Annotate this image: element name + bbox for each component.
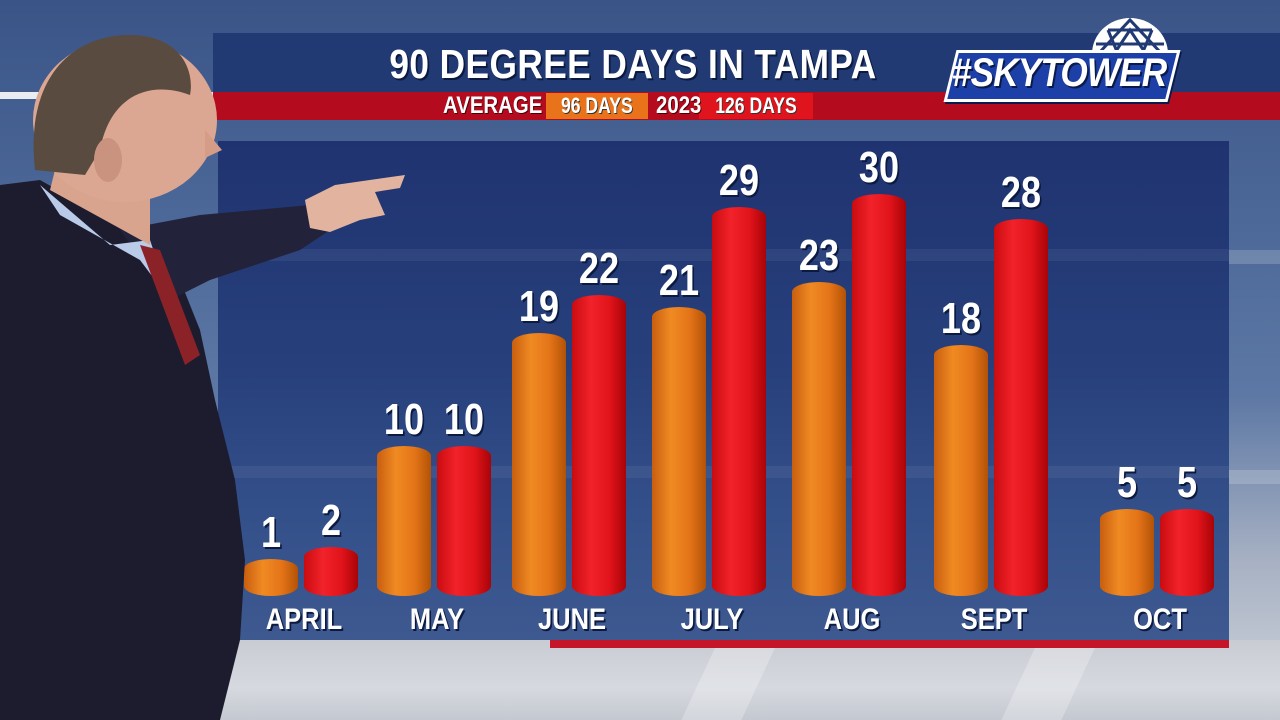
value-label: 30 xyxy=(858,143,900,192)
bar-group-may: 10 10 MAY xyxy=(363,141,503,640)
white-accent-line xyxy=(0,92,213,99)
value-label: 1 xyxy=(260,508,282,558)
bar-group-aug: 23 30 AUG xyxy=(778,141,918,640)
bar-average-june xyxy=(512,332,566,596)
legend-year-swatch: 126 DAYS xyxy=(698,93,813,119)
bar-2023-aug xyxy=(852,194,906,596)
chart-title: 90 DEGREE DAYS IN TAMPA xyxy=(389,41,877,87)
legend-year-label: 2023 xyxy=(655,92,701,119)
bar-2023-june xyxy=(572,294,626,596)
legend: AVERAGE 96 DAYS 2023 126 DAYS xyxy=(443,92,813,120)
value-label: 21 xyxy=(658,256,700,306)
bar-group-sept: 18 28 SEPT xyxy=(920,141,1060,640)
panel-bottom-accent xyxy=(550,640,1229,648)
legend-average-value: 96 DAYS xyxy=(560,93,633,118)
bar-group-june: 19 22 JUNE xyxy=(498,141,638,640)
value-label: 22 xyxy=(578,243,620,293)
subtitle-bar: AVERAGE 96 DAYS 2023 126 DAYS xyxy=(213,92,1280,120)
bar-2023-sept xyxy=(994,219,1048,596)
bar-group-april: 1 2 APRIL xyxy=(230,141,370,640)
value-label: 29 xyxy=(718,155,760,205)
bar-2023-july xyxy=(712,206,766,596)
month-label: AUG xyxy=(823,603,881,636)
legend-average-label: AVERAGE xyxy=(443,92,543,119)
month-label: APRIL xyxy=(265,603,343,636)
bar-2023-oct xyxy=(1160,509,1214,596)
skytower-logo: #SKYTOWER xyxy=(938,14,1181,102)
bar-average-may xyxy=(377,446,431,596)
chart-panel: 1 2 APRIL 10 10 MAY 19 22 JUNE 21 29 JULY 23 30 AUG 18 2… xyxy=(218,141,1229,640)
bar-group-oct: 5 5 OCT xyxy=(1086,141,1226,640)
value-label: 10 xyxy=(383,395,425,444)
value-label: 19 xyxy=(518,281,560,331)
bar-average-april xyxy=(244,559,298,596)
month-label: JULY xyxy=(680,603,744,636)
bar-2023-may xyxy=(437,446,491,596)
bar-average-sept xyxy=(934,345,988,596)
floor-streak xyxy=(681,640,779,720)
value-label: 10 xyxy=(443,395,485,444)
bar-average-july xyxy=(652,307,706,596)
value-label: 18 xyxy=(940,294,982,344)
month-label: JUNE xyxy=(537,603,607,636)
value-label: 5 xyxy=(1116,458,1138,507)
legend-average-swatch: 96 DAYS xyxy=(545,93,648,119)
bar-2023-april xyxy=(304,546,358,596)
value-label: 23 xyxy=(798,231,840,281)
month-label: SEPT xyxy=(960,603,1028,636)
floor-streak xyxy=(1001,640,1099,720)
month-label: MAY xyxy=(409,603,465,636)
bar-chart: 1 2 APRIL 10 10 MAY 19 22 JUNE 21 29 JULY 23 30 AUG 18 2… xyxy=(218,141,1229,640)
bar-average-oct xyxy=(1100,509,1154,596)
value-label: 5 xyxy=(1176,458,1198,507)
value-label: 28 xyxy=(1000,168,1042,218)
studio-floor xyxy=(0,640,1280,720)
legend-year-value: 126 DAYS xyxy=(715,93,797,118)
bar-average-aug xyxy=(792,282,846,596)
value-label: 2 xyxy=(320,495,342,545)
month-label: OCT xyxy=(1133,603,1187,636)
bar-group-july: 21 29 JULY xyxy=(638,141,778,640)
logo-text: #SKYTOWER xyxy=(951,51,1167,95)
